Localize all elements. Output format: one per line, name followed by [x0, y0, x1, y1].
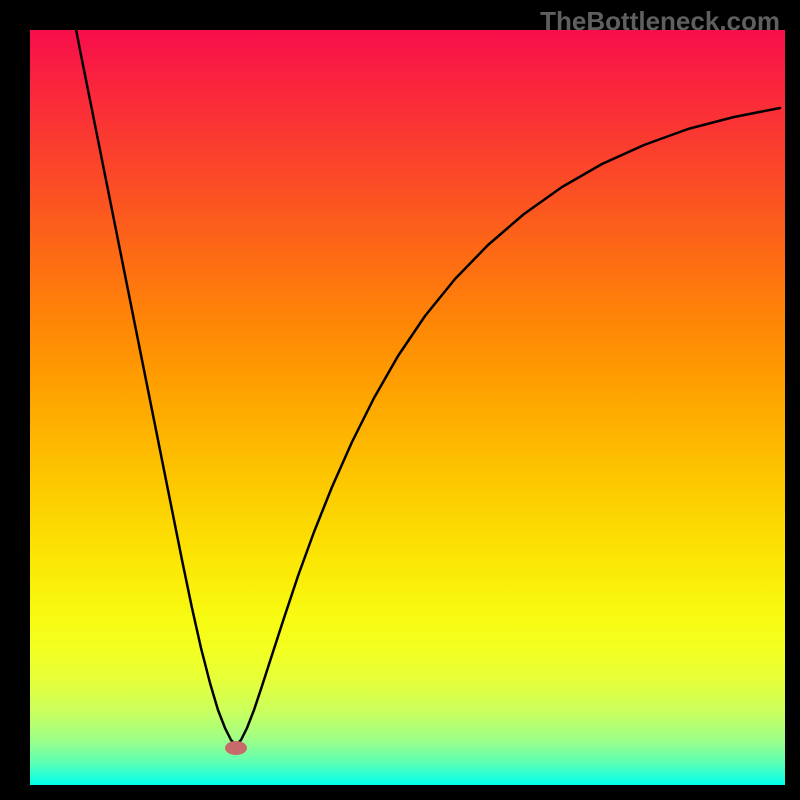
- bottleneck-curve: [30, 30, 785, 785]
- watermark-text: TheBottleneck.com: [540, 6, 780, 37]
- plot-area: [30, 30, 785, 785]
- chart-canvas: TheBottleneck.com: [0, 0, 800, 800]
- optimal-point-marker: [225, 741, 247, 755]
